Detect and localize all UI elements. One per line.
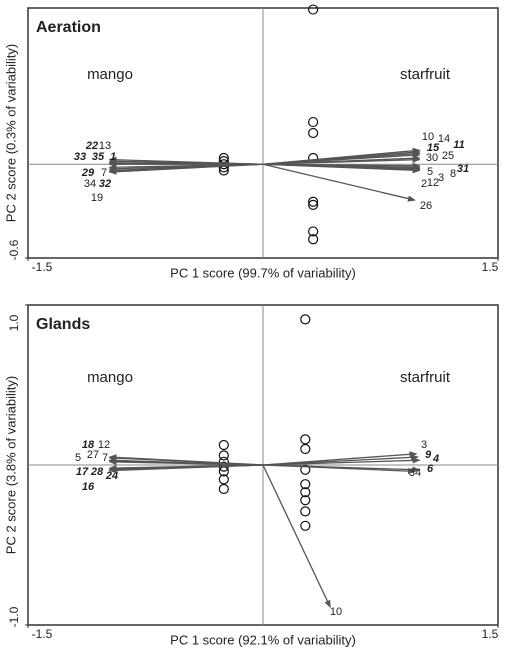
score-point — [308, 4, 319, 15]
score-point — [300, 487, 311, 498]
loading-label: 13 — [99, 140, 111, 152]
loading-label: 34 — [409, 467, 421, 479]
y-tick-label: -1.0 — [7, 606, 21, 627]
score-point — [300, 479, 311, 490]
score-point — [308, 226, 319, 237]
loading-label: 30 — [426, 152, 438, 164]
loading-arrow — [262, 464, 416, 475]
loading-label: 4 — [432, 453, 439, 465]
loading-label: 24 — [105, 470, 118, 482]
panel-title: Glands — [36, 316, 90, 333]
loading-label: 7 — [102, 452, 108, 464]
loading-label: 33 — [74, 151, 86, 163]
loading-arrow — [262, 156, 421, 165]
score-point — [300, 506, 311, 517]
score-point — [218, 474, 229, 485]
loading-label: 22 — [85, 140, 98, 152]
y-axis-label: PC 2 score (3.8% of variability) — [3, 376, 18, 554]
group-label: mango — [87, 369, 133, 386]
x-tick-label: 1.5 — [482, 260, 499, 274]
loading-label: 15 — [427, 142, 440, 154]
loading-label: 9 — [425, 449, 432, 461]
loading-label: 2 — [421, 178, 427, 190]
y-axis-label: PC 2 score (0.3% of variability) — [3, 44, 18, 222]
loading-label: 25 — [442, 150, 454, 162]
y-tick-label: 1.0 — [7, 314, 21, 331]
panel-title: Aeration — [36, 19, 101, 36]
score-point — [308, 199, 319, 210]
loading-label: 16 — [82, 481, 95, 493]
score-point — [218, 450, 229, 461]
loading-label: 12 — [427, 177, 439, 189]
loading-arrow — [108, 464, 264, 474]
loading-label: 8 — [450, 168, 456, 180]
loading-label: 29 — [81, 167, 95, 179]
loading-arrow — [262, 163, 416, 202]
score-point — [300, 495, 311, 506]
score-point — [300, 464, 311, 475]
loading-label: 14 — [438, 133, 450, 145]
loading-label: 10 — [422, 131, 434, 143]
group-label: starfruit — [400, 369, 451, 386]
score-point — [308, 127, 319, 139]
loading-label: 34 — [84, 178, 96, 190]
loading-label: 32 — [99, 178, 111, 190]
panel: Glands PC 1 score (92.1% of variability) P… — [3, 304, 499, 647]
loading-label: 12 — [98, 439, 110, 451]
loading-label: 18 — [82, 439, 95, 451]
score-point — [218, 439, 229, 451]
x-tick-label: -1.5 — [32, 627, 53, 641]
loading-label: 31 — [457, 163, 469, 175]
score-point — [300, 520, 311, 531]
x-tick-label: 1.5 — [482, 627, 499, 641]
group-label: starfruit — [400, 66, 451, 83]
x-axis-label: PC 1 score (99.7% of variability) — [170, 265, 356, 280]
loading-arrow — [108, 163, 264, 175]
loading-label: 5 — [427, 166, 433, 178]
loading-label: 19 — [91, 192, 103, 204]
score-point — [308, 196, 319, 207]
loading-arrow — [262, 464, 331, 609]
loading-label: 28 — [90, 466, 104, 478]
score-point — [308, 116, 319, 128]
loading-label: 3 — [438, 172, 444, 184]
x-axis-label: PC 1 score (92.1% of variability) — [170, 632, 356, 647]
loading-arrow — [262, 163, 421, 173]
panel: Aeration PC 1 score (99.7% of variability… — [3, 4, 499, 280]
loading-label: 5 — [75, 452, 81, 464]
score-point — [218, 483, 229, 495]
score-point — [300, 314, 311, 325]
loading-label: 3 — [421, 439, 427, 451]
loading-arrow — [108, 458, 264, 466]
loading-arrow — [262, 457, 421, 466]
loading-label: 17 — [76, 466, 89, 478]
x-tick-label: -1.5 — [32, 260, 53, 274]
group-label: mango — [87, 66, 133, 83]
loading-label: 27 — [87, 449, 99, 461]
loading-label: 10 — [330, 606, 342, 618]
y-tick-label: -0.6 — [7, 239, 21, 260]
score-point — [300, 443, 311, 455]
score-point — [308, 234, 319, 245]
loading-label: 26 — [420, 200, 432, 212]
loading-label: 6 — [427, 463, 434, 475]
loading-label: 35 — [92, 151, 105, 163]
loading-label: 1 — [110, 151, 116, 163]
loading-label: 11 — [453, 139, 464, 151]
score-point — [300, 434, 311, 445]
loading-label: 7 — [101, 167, 107, 179]
